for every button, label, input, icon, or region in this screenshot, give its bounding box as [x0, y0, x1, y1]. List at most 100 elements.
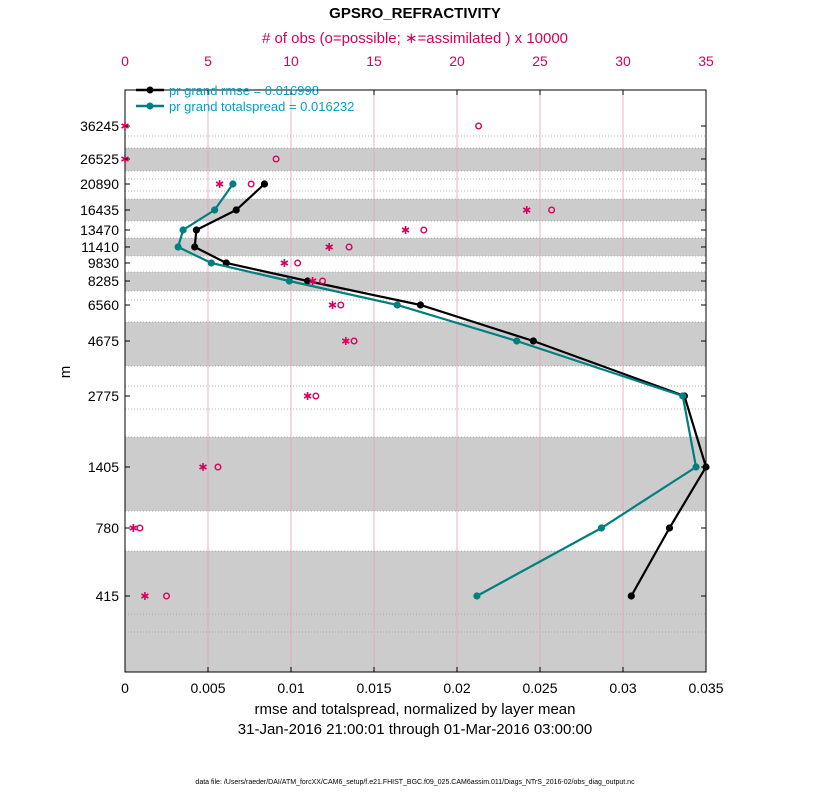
x-tick-label: 0.03 [609, 680, 636, 696]
y-tick-label: 16435 [80, 202, 119, 218]
legend: pr grand rmse = 0.016998 pr grand totals… [136, 83, 354, 114]
y-axis-label: m [57, 366, 74, 379]
obs-possible-marker [475, 122, 483, 130]
series-point-totalspread [679, 392, 687, 400]
obs-possible-marker [319, 277, 327, 285]
legend-rmse-label: pr grand rmse = 0.016998 [169, 83, 319, 98]
series-point-totalspread [229, 180, 237, 188]
obs-possible-marker [162, 592, 170, 600]
obs-assimilated-marker [129, 524, 138, 532]
y-tick-label: 36245 [80, 118, 119, 134]
altitude-band [125, 238, 706, 256]
top-tick-label: 15 [366, 53, 382, 69]
x-axis-label: rmse and totalspread, normalized by laye… [255, 701, 576, 718]
y-tick-label: 20890 [80, 176, 119, 192]
series-point-rmse [627, 592, 635, 600]
series-point-totalspread [211, 206, 219, 214]
series-point-totalspread [179, 226, 187, 234]
series-point-totalspread [174, 243, 182, 251]
altitude-band [125, 551, 706, 672]
obs-assimilated-marker [522, 206, 531, 214]
series-point-rmse [232, 206, 240, 214]
series-line-totalspread [176, 183, 698, 597]
obs-possible-marker [294, 259, 302, 267]
obs-possible-marker [272, 155, 280, 163]
series-point-rmse [665, 524, 674, 532]
y-tick-label: 26525 [80, 151, 119, 167]
series-point-rmse [222, 259, 230, 267]
obs-assimilated-marker [303, 392, 312, 400]
y-tick-label: 780 [96, 520, 120, 536]
y-tick-label: 11410 [81, 239, 119, 255]
obs-possible-marker [337, 301, 345, 309]
obs-possible-marker [312, 392, 320, 400]
series-point-totalspread [692, 463, 700, 471]
date-range-label: 31-Jan-2016 21:00:01 through 01-Mar-2016… [238, 721, 592, 738]
data-file-footer: data file: /Users/raeder/DAI/ATM_forcXX/… [195, 779, 635, 786]
series-point-totalspread [393, 301, 401, 309]
x-tick-label: 0 [121, 680, 129, 696]
x-tick-label: 0.035 [688, 680, 723, 696]
series-point-totalspread [207, 259, 215, 267]
obs-possible-marker [247, 180, 255, 188]
x-tick-label: 0.02 [443, 680, 470, 696]
series-point-totalspread [597, 524, 606, 532]
series-point-totalspread [285, 277, 293, 285]
top-tick-label: 35 [698, 53, 714, 69]
top-tick-label: 0 [121, 53, 129, 69]
altitude-band [125, 148, 706, 171]
y-tick-label: 4675 [88, 333, 119, 349]
altitude-band [125, 272, 706, 291]
series-point-rmse [192, 226, 200, 234]
obs-assimilated-marker [280, 259, 289, 267]
legend-rmse-marker [146, 86, 154, 94]
obs-possible-marker [136, 524, 144, 532]
top-tick-label: 20 [449, 53, 465, 69]
legend-spread-label: pr grand totalspread = 0.016232 [169, 99, 354, 114]
y-tick-label: 415 [96, 588, 120, 604]
grid-lines [125, 90, 706, 672]
series-point-rmse [191, 243, 199, 251]
obs-assimilated-marker [341, 337, 350, 345]
y-tick-label: 1405 [88, 459, 119, 475]
series-point-rmse [260, 180, 269, 188]
obs-assimilated-marker [308, 277, 317, 285]
top-tick-label: 30 [615, 53, 631, 69]
series-point-rmse [416, 301, 425, 309]
legend-spread-marker [146, 102, 154, 110]
top-tick-label: 25 [532, 53, 548, 69]
obs-assimilated-marker [328, 301, 337, 309]
obs-possible-marker [214, 463, 222, 471]
y-tick-label: 2775 [88, 388, 119, 404]
y-tick-label: 8285 [88, 273, 119, 289]
series-point-rmse [529, 337, 537, 345]
series-point-totalspread [513, 337, 521, 345]
obs-assimilated-marker [325, 243, 334, 251]
data-marks [121, 122, 710, 600]
x-tick-label: 0.015 [356, 680, 391, 696]
x-tick-label: 0.025 [522, 680, 557, 696]
y-tick-label: 9830 [88, 255, 119, 271]
plot-frame [124, 89, 707, 673]
obs-assimilated-marker [141, 592, 149, 600]
y-tick-label: 6560 [88, 297, 119, 313]
top-axis-label: # of obs (o=possible; ∗=assimilated ) x … [262, 30, 568, 47]
x-tick-label: 0.01 [277, 680, 304, 696]
altitude-band [125, 322, 706, 366]
altitude-bands [125, 148, 706, 672]
series-point-totalspread [473, 592, 481, 600]
series-line-rmse [193, 183, 708, 597]
obs-possible-marker [350, 337, 358, 345]
y-tick-label: 13470 [80, 222, 119, 238]
obs-possible-marker [345, 243, 353, 251]
axis-ticks: 0 0.005 0.01 0.015 0.02 0.025 0.03 0.035 0 5 10 15 2… [80, 53, 724, 696]
x-tick-label: 0.005 [190, 680, 225, 696]
obs-possible-marker [548, 206, 556, 214]
altitude-band [125, 437, 706, 511]
obs-assimilated-marker [215, 180, 224, 188]
chart-title: GPSRO_REFRACTIVITY [329, 5, 501, 22]
altitude-band [125, 199, 706, 221]
obs-assimilated-marker [199, 463, 207, 471]
top-tick-label: 5 [204, 53, 212, 69]
